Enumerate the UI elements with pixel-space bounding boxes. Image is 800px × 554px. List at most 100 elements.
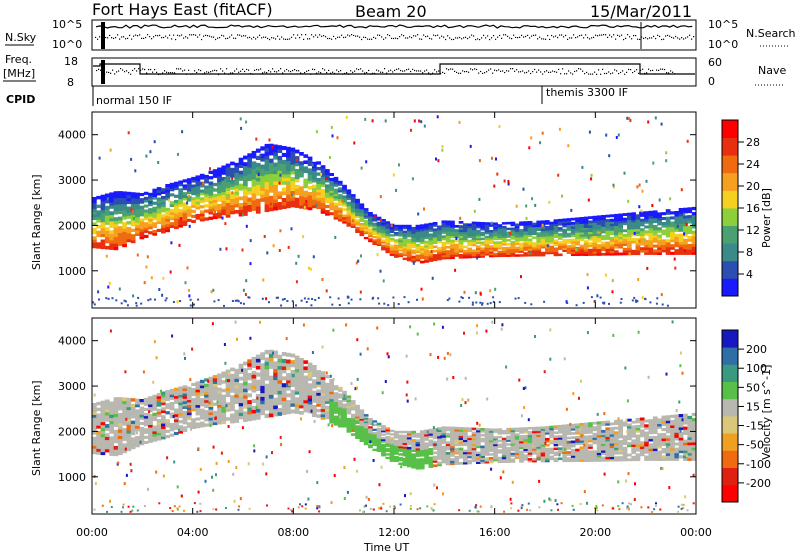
power-echo-cell [376,226,382,230]
velocity-echo-cell [368,446,373,449]
power-ground-scatter [165,297,168,300]
power-echo-cell [161,219,166,223]
velocity-echo-cell [549,449,554,453]
power-echo-cell [428,235,434,239]
power-echo-cell [143,191,149,195]
power-speckle [638,205,641,209]
velocity-echo-cell [605,447,611,451]
velocity-echo-cell [329,410,334,414]
power-echo-cell [506,221,511,225]
velocity-echo-cell [130,403,136,408]
nave-dot [184,69,186,71]
power-echo-cell [255,188,261,193]
velocity-echo-cell [148,432,153,436]
power-echo-cell [234,188,240,192]
nsearch-dot [393,37,395,40]
power-echo-cell [652,232,658,236]
power-echo-cell [670,211,675,215]
velocity-echo-cell [450,443,455,447]
power-echo-cell [648,242,654,246]
velocity-echo-cell [488,457,494,460]
power-echo-cell [545,220,550,223]
velocity-echo-cell [553,431,559,434]
power-echo-cell [346,193,352,197]
power-echo-cell [122,200,127,205]
power-echo-cell [165,215,170,219]
nave-dot [248,69,250,71]
power-speckle [263,235,266,238]
velocity-echo-cell [536,454,542,457]
velocity-echo-cell [208,392,214,397]
velocity-echo-cell [100,448,106,453]
power-echo-cell [113,223,119,228]
velocity-echo-cell [174,400,179,404]
velocity-echo-cell [368,432,373,435]
power-echo-cell [476,247,481,251]
power-echo-cell [208,208,214,212]
power-echo-cell [320,170,326,174]
velocity-echo-cell [523,442,529,446]
power-echo-cell [234,184,240,189]
power-echo-cell [165,213,170,217]
power-echo-cell [333,197,339,201]
power-echo-cell [191,179,196,183]
velocity-echo-cell [346,428,352,431]
freq-traces [93,60,695,84]
velocity-echo-cell [545,453,550,457]
velocity-echo-cell [406,440,412,444]
power-echo-cell [337,207,343,211]
nave-dot [408,68,410,70]
velocity-echo-cell [281,352,287,357]
power-echo-cell [212,202,218,206]
power-echo-cell [96,195,101,200]
velocity-echo-cell [281,383,287,388]
power-echo-cell [463,231,468,234]
power-echo-cell [488,233,494,237]
velocity-echo-cell [312,396,317,400]
power-echo-cell [532,253,537,257]
velocity-echo-cell [583,448,589,452]
power-echo-cell [476,231,481,235]
power-echo-cell [294,162,300,167]
velocity-echo-cell [225,408,231,412]
power-speckle [245,120,248,124]
power-echo-cell [432,241,438,244]
power-echo-cell [415,243,421,247]
power-echo-cell [156,200,162,204]
power-echo-cell [186,211,192,215]
velocity-echo-cell [514,442,520,446]
power-ground-scatter [371,297,374,300]
cpid-mode-themis: themis 3300 IF [546,86,628,99]
nave-dot [344,72,346,75]
nave-dot [352,71,354,73]
velocity-echo-cell [204,415,209,419]
velocity-echo-cell [506,429,511,433]
velocity-echo-cell [488,447,494,450]
power-echo-cell [212,213,218,217]
velocity-echo-cell [113,432,119,437]
velocity-echo-cell [294,365,300,370]
power-ground-scatter [303,297,306,300]
power-echo-cell [264,166,270,171]
power-echo-cell [670,229,675,233]
power-echo-cell [104,221,110,225]
velocity-echo-cell [575,425,580,429]
velocity-echo-cell [545,457,550,461]
power-echo-cell [639,230,645,234]
nave-dot [236,68,238,70]
nsearch-dot [675,35,677,38]
nave-dot [438,70,440,72]
power-echo-cell [644,247,649,251]
velocity-echo-cell [277,361,283,367]
power-echo-cell [251,171,257,176]
power-echo-cell [657,219,662,223]
power-echo-cell [221,203,227,207]
nsearch-dot [567,38,569,40]
velocity-echo-cell [454,426,460,430]
power-echo-cell [428,244,434,247]
power-echo-cell [199,205,205,209]
velocity-echo-cell [463,431,468,434]
velocity-echo-cell [368,444,373,447]
nsearch-dot [557,36,559,39]
power-speckle [420,287,423,291]
